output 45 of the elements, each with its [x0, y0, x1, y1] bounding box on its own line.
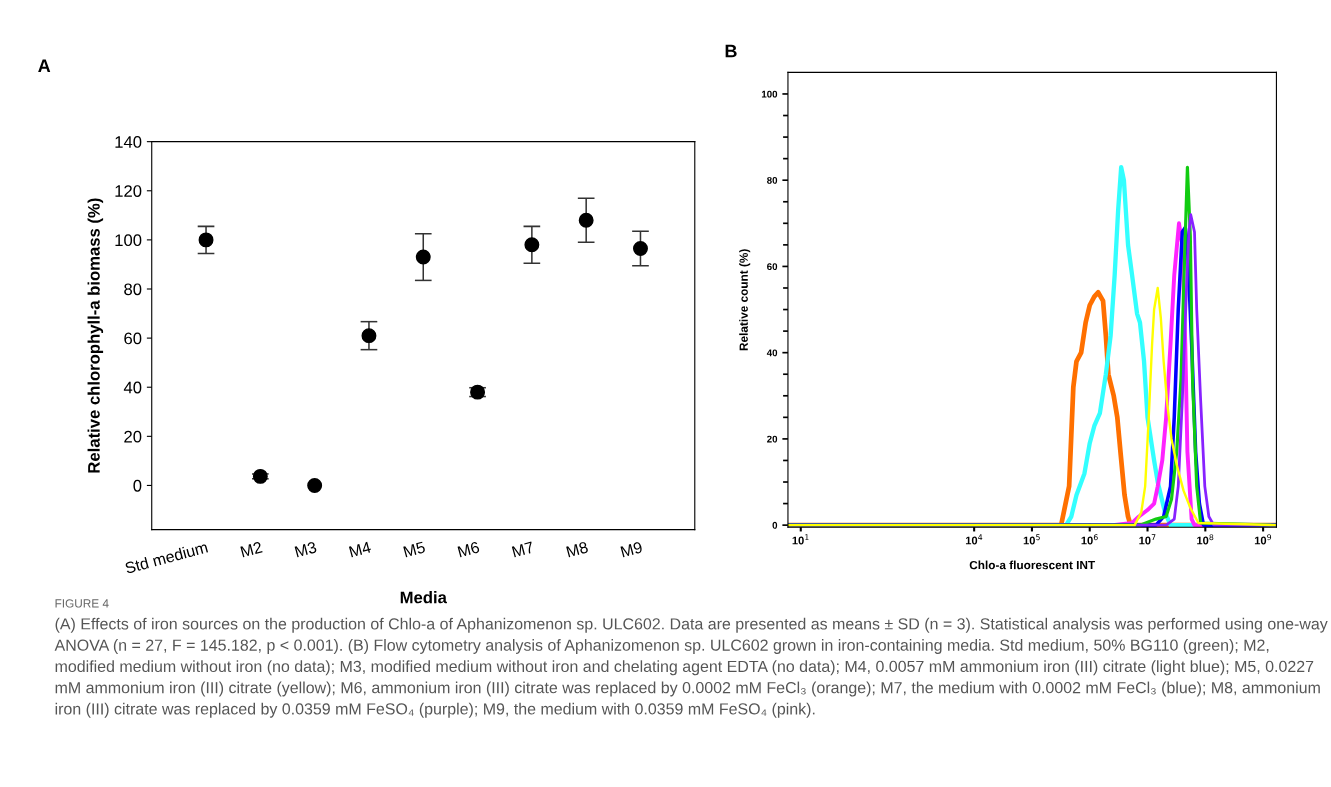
- y-axis-title: Relative chlorophyll-a biomass (%): [87, 198, 104, 473]
- x-tick-label: Std medium: [124, 541, 209, 574]
- y-tick-label: 80: [767, 176, 778, 184]
- chart-title: A: [38, 59, 51, 72]
- x-tick-label: 10$^{4}$: [965, 534, 983, 545]
- y-tick-label: 40: [123, 381, 142, 394]
- y-tick-label: 120: [115, 185, 142, 197]
- point: [578, 212, 594, 228]
- point: [198, 232, 214, 248]
- x-tick-label: 10$^{1}$: [792, 534, 809, 545]
- y-tick-label: 20: [767, 435, 778, 443]
- caption: FIGURE 4: [55, 599, 109, 608]
- x-axis-title: Media: [400, 591, 447, 604]
- x-tick-label: M6: [457, 541, 480, 558]
- x-tick-label: 10$^{8}$: [1197, 534, 1214, 545]
- y-tick-label: 60: [767, 263, 778, 271]
- x-tick-label: M2: [240, 541, 263, 558]
- point: [307, 477, 323, 493]
- point: [415, 249, 431, 265]
- x-tick-label: M8: [566, 541, 589, 558]
- x-tick-label: M3: [294, 541, 318, 558]
- y-axis-title: Relative count (%): [739, 249, 751, 351]
- y-tick-label: 40: [766, 349, 778, 357]
- x-tick-label: 10$^{6}$: [1081, 534, 1098, 545]
- y-tick-label: 0: [133, 479, 142, 492]
- y-tick-label: 20: [124, 430, 142, 443]
- y-tick-label: 80: [124, 283, 142, 296]
- point: [524, 237, 540, 253]
- chart-title: B: [725, 44, 737, 58]
- point: [361, 328, 377, 344]
- text: (A) Effects of iron sources on the production of Chlo-a of Aphanizomenon sp. ULC602. Data are presented as means ± SD (n = 3). Statistical analysis was performed using one-way ANOVA (n = 27, F = 145.182, p < 0.001). (B) Flow cytometry analysis of Aphanizomenon sp. ULC602 grown in iron-containing media. Std medium, 50% BG110 (green); M2, modified medium without iron (no data); M3, modified medium without iron and chelating agent EDTA (no data); M4, 0.0057 mM ammonium iron (III) citrate (light blue); M5, 0.0227 mM ammonium iron (III) citrate (yellow); M6, ammonium iron (III) citrate was replaced by 0.0002 mM FeCl₃ (orange); M7, the medium with 0.0002 mM FeCl₃ (blue); M8, ammonium iron (III) citrate was replaced by 0.0359 mM FeSO₄ (purple); M9, the medium with 0.0359 mM FeSO₄ (pink).: [54, 617, 1328, 718]
- x-tick-label: M9: [620, 541, 643, 558]
- x-tick-label: M5: [403, 541, 426, 558]
- x-tick-label: M7: [511, 541, 535, 558]
- x-tick-label: 10$^{9}$: [1254, 534, 1272, 545]
- x-tick-label: 10$^{5}$: [1023, 534, 1040, 545]
- x-tick-label: 10$^{7}$: [1139, 534, 1156, 545]
- y-tick-label: 60: [124, 332, 142, 345]
- y-tick-label: 140: [115, 136, 142, 148]
- y-tick-label: 100: [115, 234, 142, 247]
- x-tick-label: M4: [348, 541, 372, 558]
- y-tick-label: 100: [761, 90, 778, 98]
- point: [633, 241, 648, 256]
- y-tick-label: 0: [772, 521, 778, 529]
- x-axis-title: Chlo-a fluorescent INT: [969, 560, 1096, 570]
